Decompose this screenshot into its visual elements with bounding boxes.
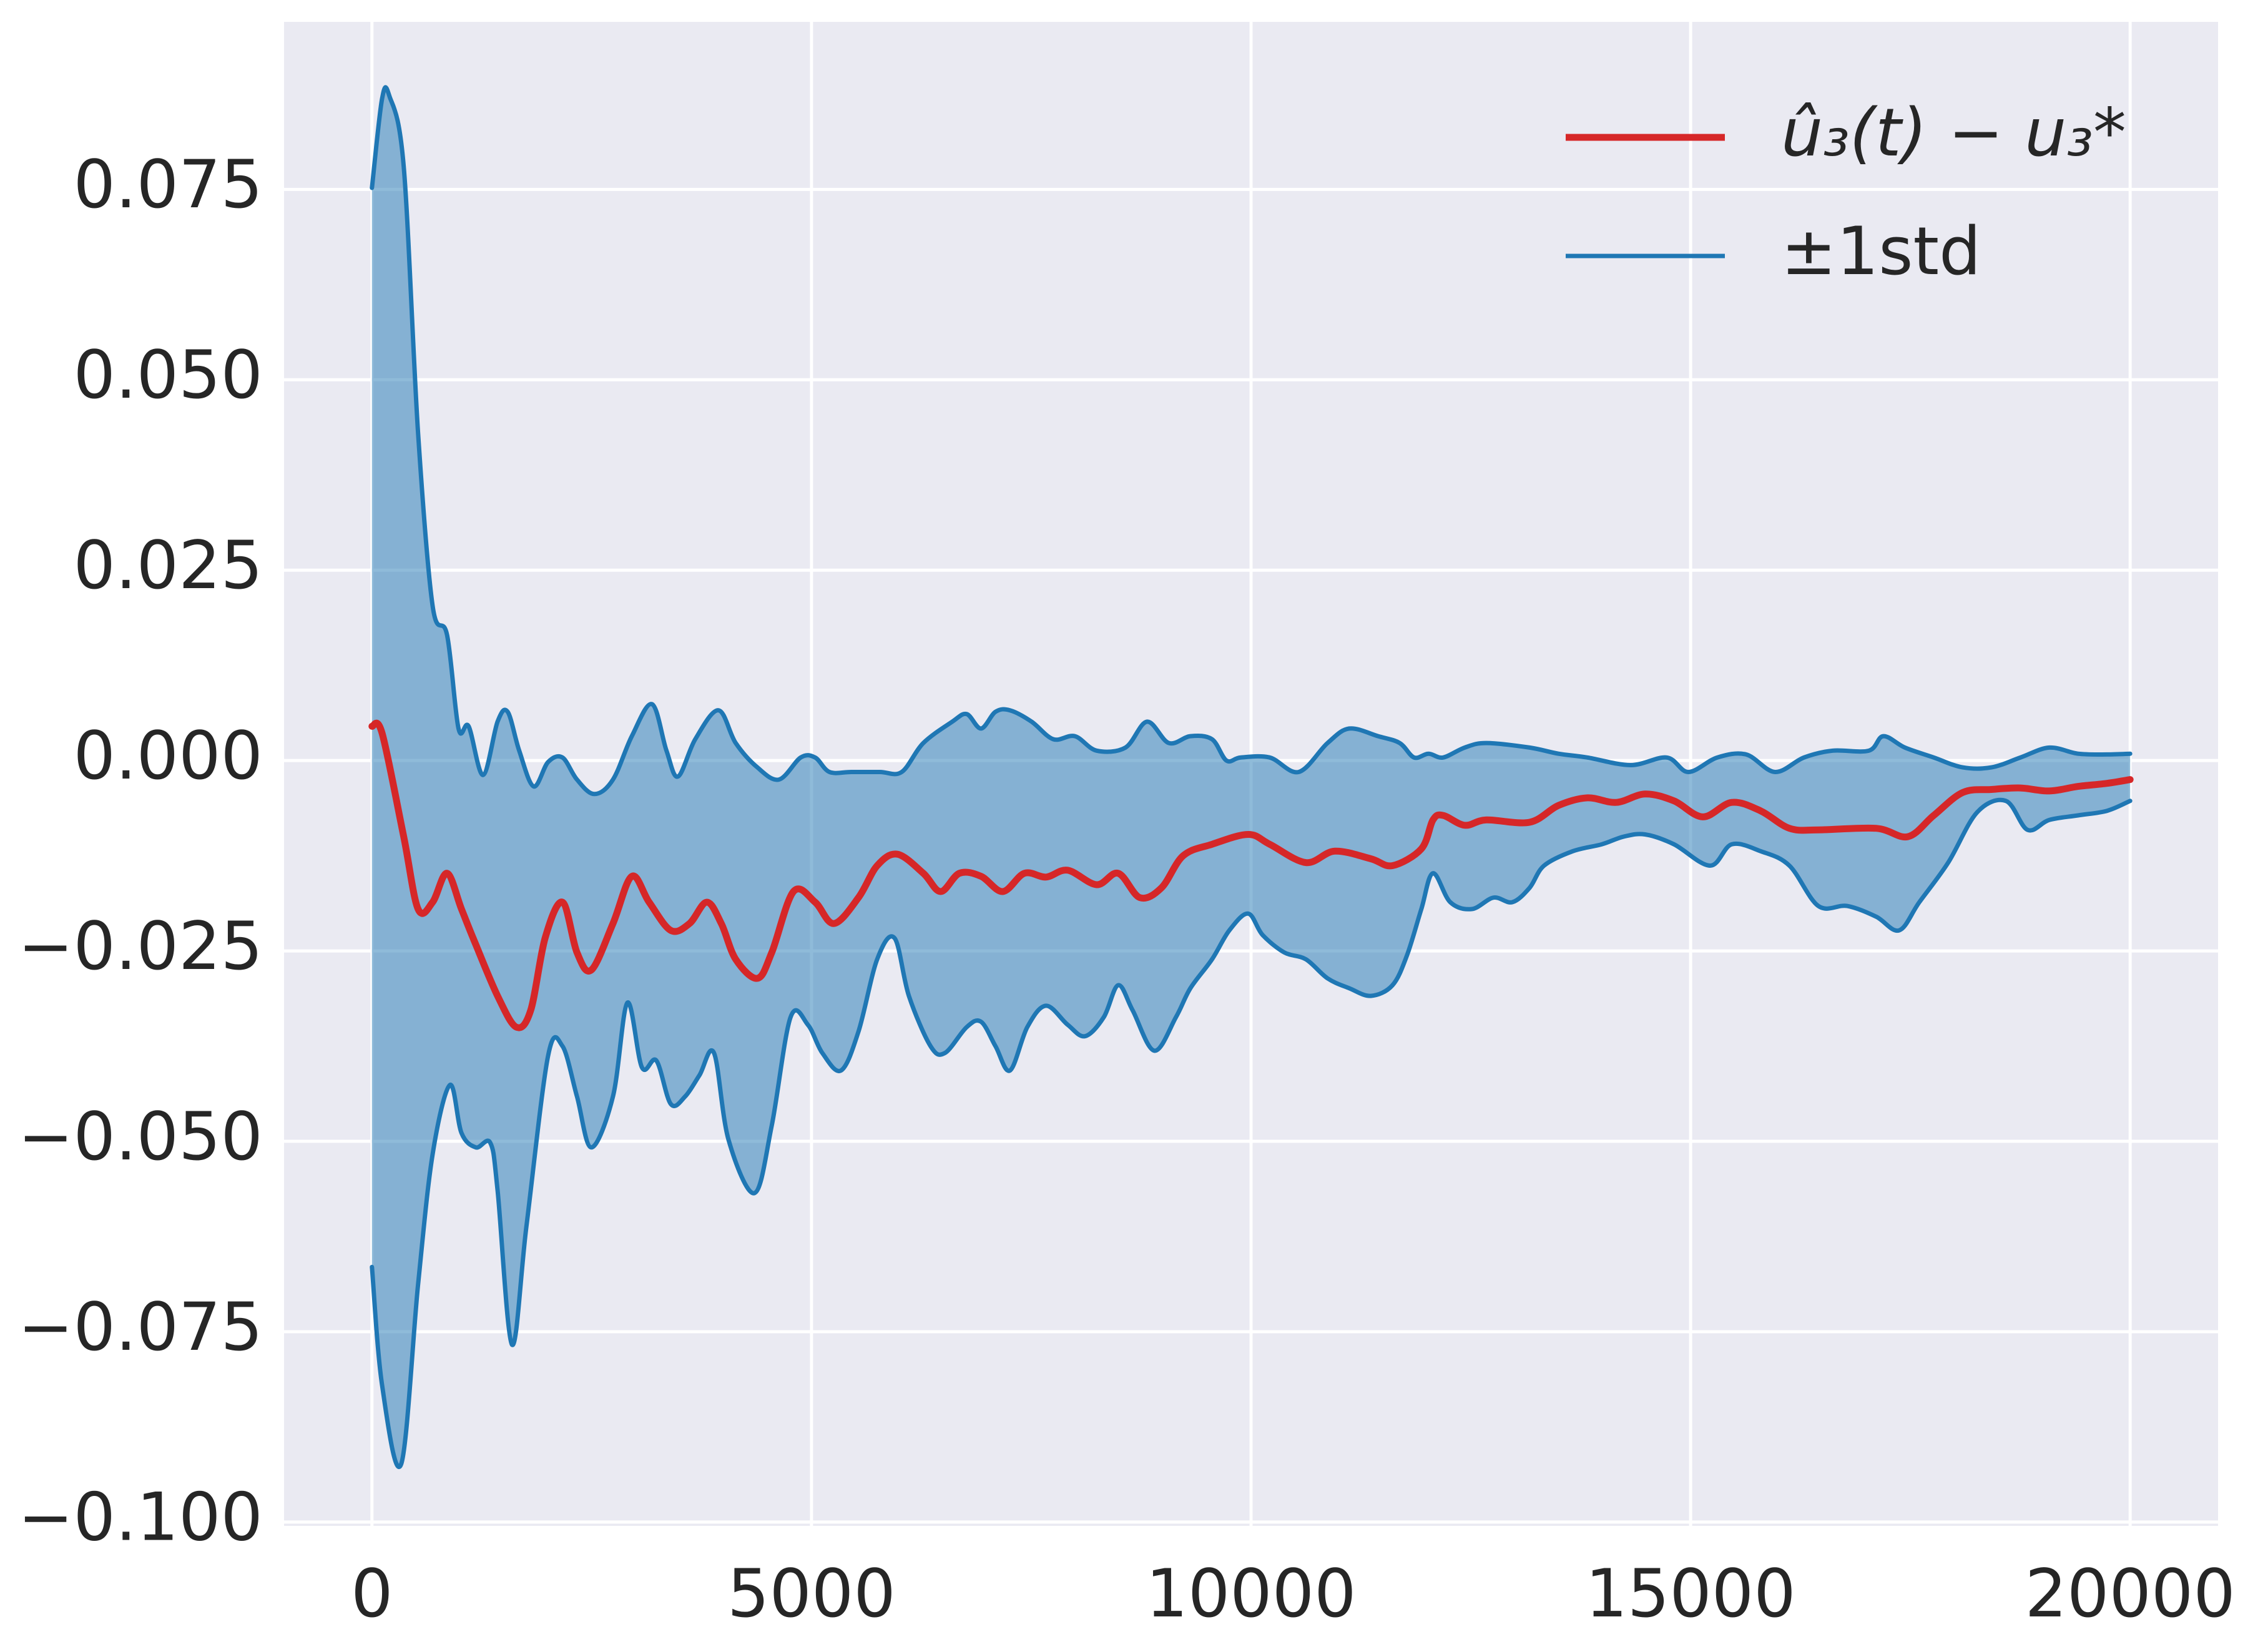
x-tick-label: 5000 bbox=[727, 1555, 896, 1632]
y-tick-label: −0.075 bbox=[18, 1289, 263, 1365]
y-tick-label: 0.025 bbox=[74, 527, 263, 604]
y-tick-label: 0.075 bbox=[74, 146, 263, 223]
series-line bbox=[368, 719, 2134, 1031]
legend-label: ±1std bbox=[1781, 213, 1981, 290]
y-tick-label: 0.050 bbox=[74, 337, 263, 413]
x-tick-label: 10000 bbox=[1146, 1555, 1356, 1632]
series-line bbox=[370, 85, 2133, 797]
y-tick-label: −0.025 bbox=[18, 908, 263, 985]
legend-label: û₃(t) − u₃* bbox=[1781, 94, 2126, 171]
x-tick-label: 20000 bbox=[2025, 1555, 2236, 1632]
x-tick-label: 15000 bbox=[1585, 1555, 1795, 1632]
y-tick-label: −0.100 bbox=[18, 1479, 263, 1556]
x-tick-label: 0 bbox=[351, 1555, 393, 1632]
std-band bbox=[371, 87, 2131, 1467]
y-tick-label: −0.050 bbox=[18, 1098, 263, 1175]
y-tick-label: 0.000 bbox=[74, 717, 263, 794]
series-line bbox=[370, 797, 2133, 1469]
